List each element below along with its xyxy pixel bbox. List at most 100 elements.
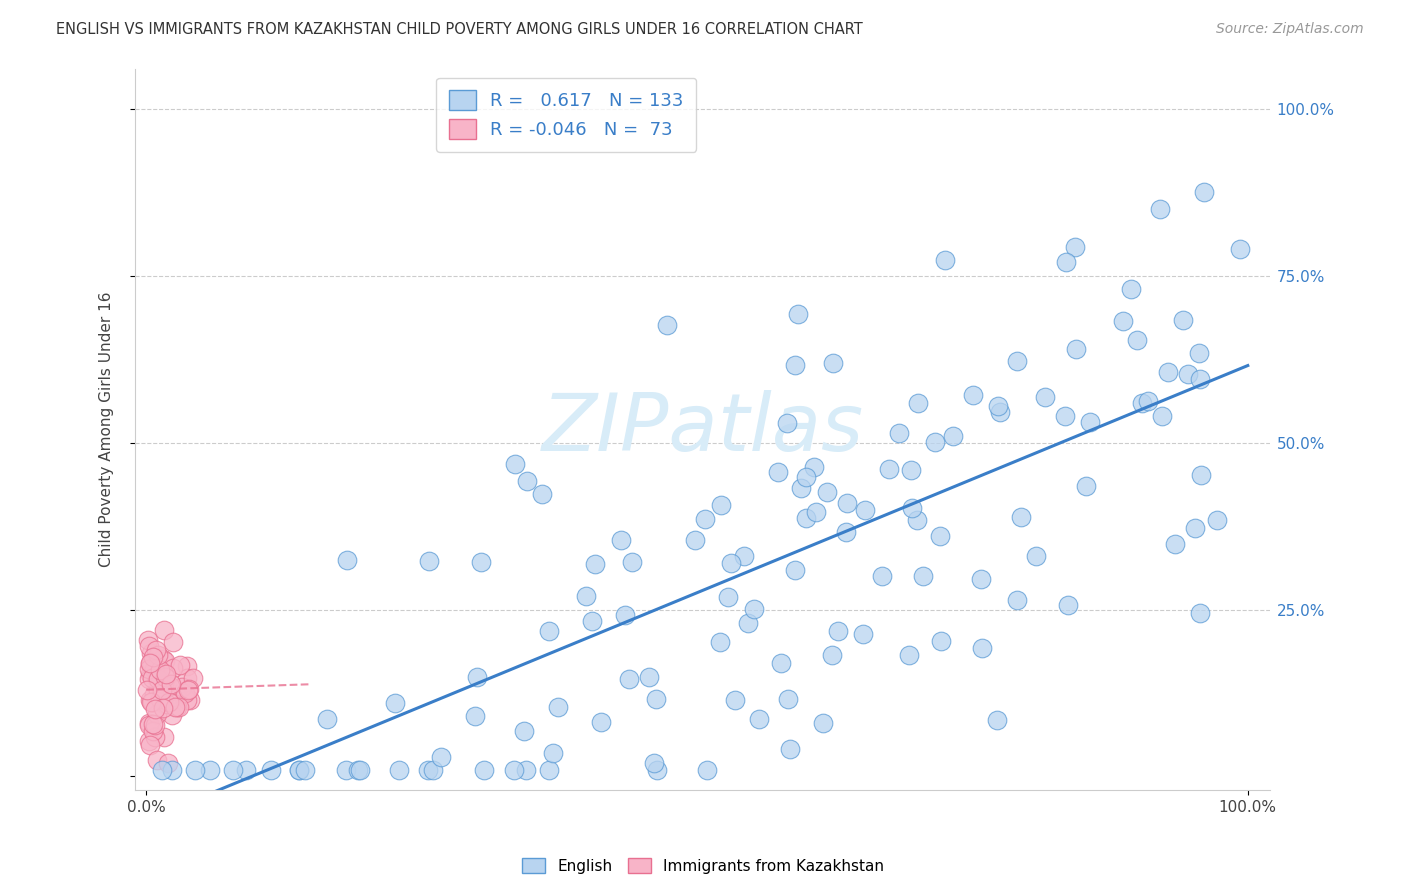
Point (1205, 513, 1227, 527)
Point (924, 434, 946, 449)
Point (173, 686, 195, 700)
Point (986, 713, 1008, 727)
Point (157, 695, 180, 709)
Point (716, 590, 738, 604)
Point (1130, 395, 1153, 409)
Point (1057, 598, 1080, 612)
Point (1188, 346, 1211, 360)
Point (156, 675, 179, 690)
Point (142, 717, 165, 731)
Point (288, 763, 311, 777)
Point (575, 589, 598, 603)
Point (138, 672, 160, 686)
Point (1078, 415, 1101, 429)
Point (724, 693, 747, 707)
Point (693, 511, 716, 525)
Text: ZIPatlas: ZIPatlas (541, 390, 863, 468)
Text: Source: ZipAtlas.com: Source: ZipAtlas.com (1216, 22, 1364, 37)
Point (335, 763, 357, 777)
Point (787, 307, 810, 321)
Point (388, 763, 411, 777)
Point (709, 635, 731, 649)
Point (643, 756, 665, 770)
Point (776, 416, 799, 430)
Point (384, 696, 406, 710)
Point (790, 482, 813, 496)
Point (155, 667, 177, 681)
Point (143, 718, 166, 732)
Point (152, 731, 174, 745)
Point (547, 700, 569, 714)
Point (153, 654, 176, 668)
Point (779, 742, 801, 756)
Point (889, 425, 911, 440)
Point (160, 676, 183, 690)
Point (141, 672, 163, 686)
Point (1184, 521, 1206, 535)
Point (1163, 536, 1185, 550)
Point (145, 668, 167, 682)
Point (827, 624, 849, 638)
Point (742, 601, 765, 615)
Point (1064, 342, 1087, 356)
Point (502, 763, 524, 777)
Point (537, 624, 560, 639)
Point (150, 763, 173, 777)
Point (139, 655, 162, 669)
Point (143, 730, 166, 744)
Point (820, 648, 842, 663)
Point (472, 763, 495, 777)
Point (929, 529, 952, 543)
Point (853, 503, 876, 517)
Point (1119, 283, 1142, 297)
Point (142, 724, 165, 739)
Point (176, 672, 198, 686)
Point (146, 753, 169, 767)
Point (260, 763, 283, 777)
Point (139, 693, 162, 707)
Point (621, 555, 644, 569)
Point (145, 662, 167, 676)
Point (139, 646, 162, 660)
Point (183, 763, 205, 777)
Point (734, 549, 756, 564)
Point (905, 513, 928, 527)
Point (768, 465, 790, 479)
Point (710, 498, 733, 512)
Point (581, 614, 603, 628)
Point (143, 701, 166, 715)
Point (1074, 479, 1097, 493)
Point (970, 572, 993, 586)
Point (150, 683, 173, 698)
Point (465, 670, 488, 684)
Point (794, 470, 817, 484)
Point (149, 675, 172, 690)
Point (835, 524, 858, 539)
Point (748, 712, 770, 726)
Point (897, 648, 920, 662)
Point (609, 533, 631, 548)
Point (139, 656, 162, 670)
Point (422, 763, 444, 777)
Point (145, 643, 167, 657)
Point (720, 556, 742, 570)
Point (872, 569, 894, 583)
Point (139, 667, 162, 681)
Point (901, 501, 924, 516)
Point (516, 474, 538, 488)
Legend: English, Immigrants from Kazakhstan: English, Immigrants from Kazakhstan (516, 852, 890, 880)
Point (911, 569, 934, 583)
Point (136, 633, 159, 648)
Point (349, 763, 371, 777)
Point (1126, 333, 1149, 347)
Point (139, 738, 162, 752)
Point (1229, 243, 1251, 257)
Text: ENGLISH VS IMMIGRANTS FROM KAZAKHSTAN CHILD POVERTY AMONG GIRLS UNDER 16 CORRELA: ENGLISH VS IMMIGRANTS FROM KAZAKHSTAN CH… (56, 22, 863, 37)
Point (139, 657, 162, 672)
Point (541, 746, 564, 760)
Point (347, 763, 370, 777)
Point (167, 700, 190, 714)
Point (166, 699, 188, 714)
Point (176, 659, 198, 673)
Point (685, 533, 707, 547)
